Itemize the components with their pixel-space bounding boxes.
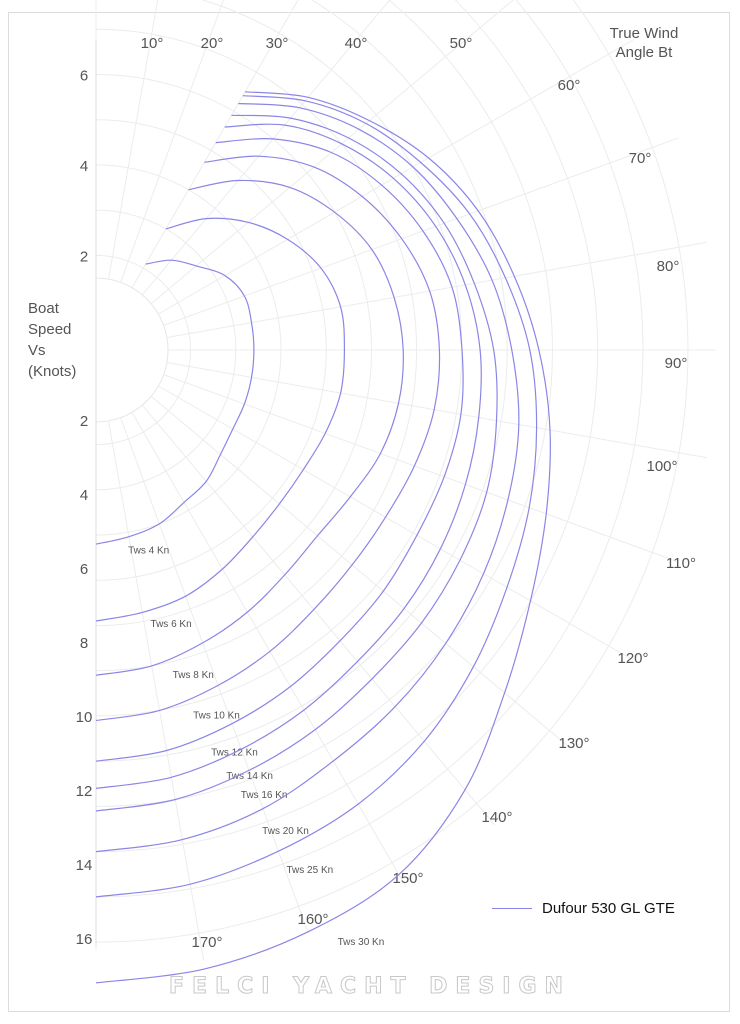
legend-swatch xyxy=(492,908,532,909)
angle-tick-label: 150° xyxy=(392,870,423,887)
angle-tick-label: 30° xyxy=(266,35,289,52)
brand-watermark: FELCI YACHT DESIGN xyxy=(169,974,571,1000)
grid-arc xyxy=(95,0,599,853)
radius-axis-title: (Knots) xyxy=(28,363,76,380)
angle-tick-label: 140° xyxy=(481,809,512,826)
grid-spoke xyxy=(120,0,224,283)
polar-curve xyxy=(95,179,404,676)
grid-spoke xyxy=(108,0,159,280)
grid-spoke xyxy=(131,0,299,288)
radius-tick-label: 2 xyxy=(80,248,88,265)
polar-curve xyxy=(95,123,482,789)
polar-curve xyxy=(95,137,464,762)
grid-spoke xyxy=(150,395,572,749)
polar-curve xyxy=(95,155,441,722)
grid-arc xyxy=(95,0,553,807)
grid-spoke xyxy=(158,385,634,661)
angle-tick-label: 100° xyxy=(646,458,677,475)
angle-tick-label: 50° xyxy=(450,35,473,52)
radius-tick-label: 6 xyxy=(80,561,88,578)
curve-label: Tws 4 Kn xyxy=(128,545,169,556)
grid-spoke xyxy=(141,0,391,296)
angle-tick-label: 130° xyxy=(558,735,589,752)
polar-grid xyxy=(95,0,716,961)
radius-tick-label: 2 xyxy=(80,413,88,430)
grid-spoke xyxy=(163,137,679,326)
grid-arc xyxy=(95,0,463,717)
radius-tick-label: 16 xyxy=(76,931,93,948)
radius-tick-label: 8 xyxy=(80,635,88,652)
curve-label: Tws 6 Kn xyxy=(151,619,192,630)
grid-spoke xyxy=(158,39,634,315)
angle-tick-label: 70° xyxy=(629,150,652,167)
radius-tick-label: 10 xyxy=(76,709,93,726)
grid-spoke xyxy=(141,404,495,826)
angle-tick-label: 120° xyxy=(617,650,648,667)
curve-label: Tws 10 Kn xyxy=(193,710,240,721)
curve-label: Tws 25 Kn xyxy=(286,865,333,876)
radius-axis-title: Boat xyxy=(28,300,60,317)
angle-tick-label: 80° xyxy=(657,258,680,275)
grid-spoke xyxy=(131,412,407,888)
grid-spoke xyxy=(120,417,309,933)
inner-circle xyxy=(95,277,169,423)
radius-axis-title: Vs xyxy=(28,342,46,359)
radius-axis-title: Speed xyxy=(28,321,71,338)
grid-spoke xyxy=(166,362,707,459)
angle-axis-title: Angle Bt xyxy=(616,44,674,61)
angle-tick-label: 20° xyxy=(201,35,224,52)
curve-label: Tws 30 Kn xyxy=(338,937,385,948)
legend: Dufour 530 GL GTE xyxy=(492,900,675,917)
curve-label: Tws 8 Kn xyxy=(173,670,214,681)
polar-curve xyxy=(95,217,346,622)
curve-label: Tws 20 Kn xyxy=(262,826,309,837)
radius-tick-label: 4 xyxy=(80,487,88,504)
radius-tick-label: 14 xyxy=(76,857,93,874)
curve-label: Tws 16 Kn xyxy=(241,790,288,801)
curve-label: Tws 14 Kn xyxy=(226,771,273,782)
polar-curve xyxy=(95,91,551,984)
angle-tick-label: 60° xyxy=(558,77,581,94)
chart-frame xyxy=(8,12,730,1012)
angle-axis-title: True Wind xyxy=(610,25,679,42)
angle-tick-label: 40° xyxy=(345,35,368,52)
angle-tick-label: 170° xyxy=(191,934,222,951)
legend-label: Dufour 530 GL GTE xyxy=(542,900,675,917)
grid-spoke xyxy=(166,241,707,338)
angle-tick-label: 160° xyxy=(297,911,328,928)
grid-spoke xyxy=(163,374,679,563)
grid-spoke xyxy=(108,420,205,961)
grid-arc xyxy=(95,0,508,762)
polar-curve xyxy=(95,102,520,853)
angle-tick-label: 10° xyxy=(141,35,164,52)
radius-tick-label: 4 xyxy=(80,158,88,175)
radius-tick-label: 6 xyxy=(80,67,88,84)
angle-tick-label: 90° xyxy=(665,355,688,372)
grid-spoke xyxy=(150,0,514,305)
grid-arc xyxy=(95,0,689,943)
angle-tick-label: 110° xyxy=(666,555,696,572)
radius-tick-label: 12 xyxy=(76,783,93,800)
polar-curve xyxy=(95,95,538,898)
polar-curve xyxy=(95,114,498,812)
axis-labels: 864224681012141610°20°30°40°50°60°70°80°… xyxy=(28,25,696,951)
polar-curve xyxy=(95,259,255,545)
